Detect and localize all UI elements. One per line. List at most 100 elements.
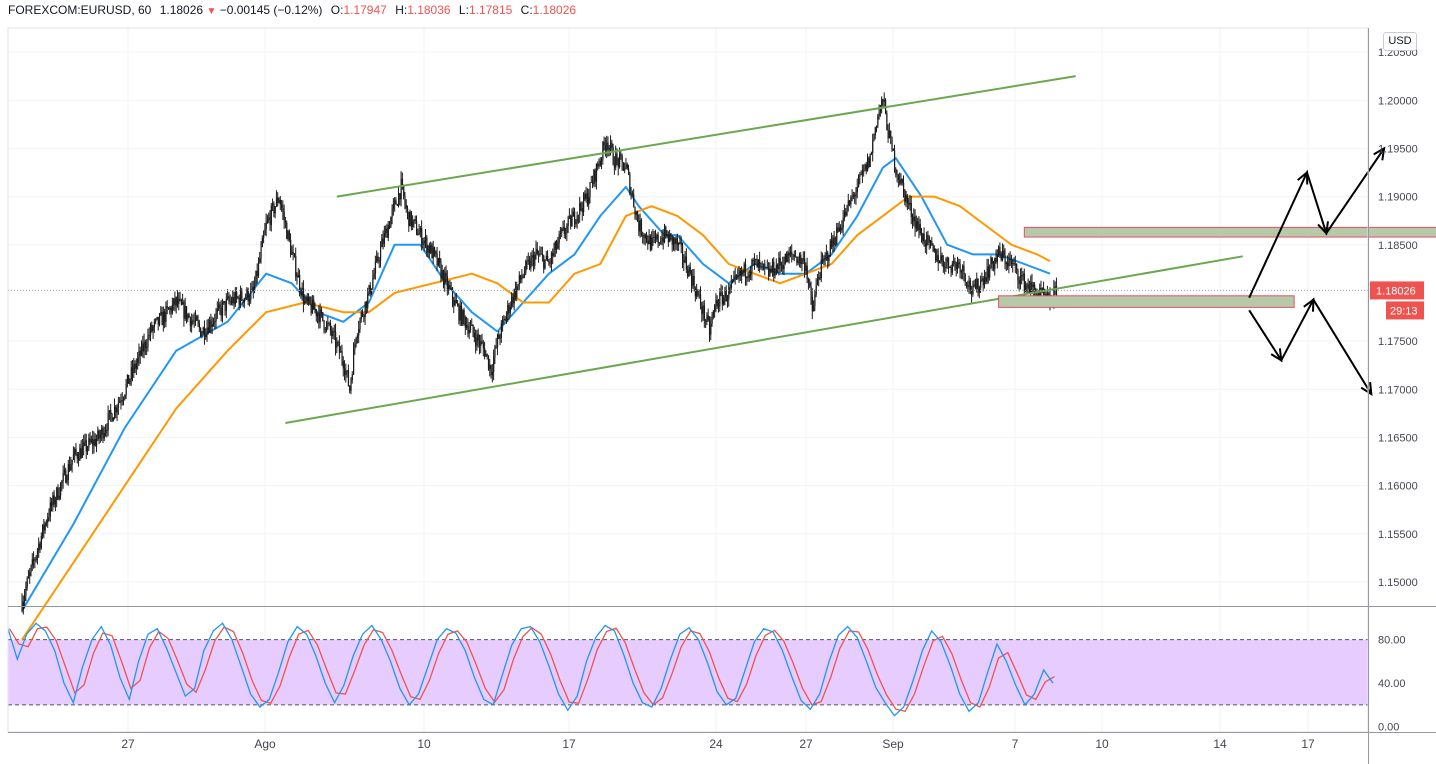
candle-body — [851, 196, 853, 198]
candle-body — [117, 402, 120, 409]
oscillator-axis[interactable]: 80.00 40.00 0.00 — [1378, 635, 1406, 734]
candle-body — [734, 275, 736, 277]
bearish-scenario-arrow[interactable] — [1248, 297, 1373, 395]
candle-body — [777, 264, 779, 269]
support-zone[interactable] — [998, 295, 1295, 308]
candle-body — [237, 297, 239, 299]
candle-body — [905, 195, 907, 202]
candle-body — [311, 299, 314, 313]
time-tick-label: 10 — [1095, 737, 1109, 751]
channel-upper-line[interactable] — [336, 75, 1076, 198]
candle-body — [752, 259, 754, 262]
bullish-scenario-arrow[interactable] — [1248, 147, 1385, 299]
candle-body — [1005, 262, 1008, 265]
candle-body — [88, 438, 90, 448]
candle-body — [102, 428, 104, 439]
candle-body — [549, 263, 551, 264]
candle-body — [121, 400, 123, 402]
candle-body — [638, 220, 640, 232]
candle-body — [111, 413, 113, 422]
price-tick-label: 1.19000 — [1378, 192, 1418, 204]
candle-body — [768, 267, 770, 276]
candle-body — [579, 203, 581, 215]
candle-body — [658, 242, 661, 244]
candle-body — [594, 170, 596, 182]
candle-body — [441, 270, 443, 279]
osc-tick-label: 0.00 — [1378, 722, 1399, 734]
candle-body — [507, 305, 509, 315]
candle-body — [757, 260, 760, 268]
candle-body — [499, 338, 501, 339]
candle-body — [1032, 284, 1034, 287]
candle-body — [714, 305, 716, 312]
candle-body — [25, 587, 27, 596]
time-axis[interactable]: 27 Ago 10 17 24 27 Sep 7 10 14 17 — [121, 737, 1315, 751]
candle-body — [773, 261, 775, 276]
candle-body — [153, 321, 156, 328]
candle-body — [956, 262, 959, 269]
price-tick-label: 1.17500 — [1378, 336, 1418, 348]
candle-body — [642, 235, 644, 237]
candle-body — [67, 464, 69, 480]
candle-body — [333, 331, 335, 332]
candle-body — [872, 140, 874, 153]
candle-body — [697, 290, 699, 296]
candle-body — [239, 291, 242, 305]
candle-body — [910, 202, 912, 218]
price-pane[interactable] — [8, 28, 1368, 606]
candle-body — [35, 556, 37, 561]
candle-body — [126, 374, 129, 384]
candle-body — [187, 314, 189, 320]
channel-lower-line[interactable] — [285, 255, 1243, 424]
candle-body — [42, 524, 44, 537]
symbol-label[interactable]: FOREXCOM:EURUSD, 60 — [8, 3, 152, 17]
candle-body — [387, 225, 389, 238]
candle-body — [355, 337, 357, 345]
candle-body — [882, 99, 884, 102]
candle-body — [661, 237, 663, 244]
candle-body — [699, 294, 702, 307]
resistance-zone[interactable] — [1023, 226, 1436, 238]
candle-body — [886, 112, 888, 130]
chart-frame — [7, 27, 1436, 764]
candle-body — [341, 351, 343, 361]
candle-body — [151, 324, 153, 332]
candle-body — [554, 241, 556, 251]
candle-body — [278, 199, 280, 203]
osc-tick-label: 40.00 — [1378, 678, 1406, 690]
candle-body — [521, 277, 523, 280]
candle-body — [570, 215, 572, 227]
candle-body — [879, 105, 882, 113]
candle-body — [724, 290, 726, 298]
candle-body — [155, 319, 157, 322]
candle-body — [868, 157, 870, 167]
candle-body — [522, 275, 524, 278]
last-price-tag-label: 1.18026 — [1376, 285, 1416, 297]
candle-body — [332, 331, 334, 336]
candle-body — [545, 255, 547, 260]
candle-body — [928, 236, 930, 243]
candle-body — [1003, 250, 1005, 256]
candle-body — [915, 221, 918, 229]
candle-body — [595, 164, 598, 182]
down-arrow-icon: ▼ — [206, 6, 217, 17]
drawings-layer[interactable] — [8, 75, 1436, 424]
candle-body — [612, 147, 614, 165]
candle-body — [260, 247, 262, 259]
candle-body — [858, 176, 860, 187]
candle-body — [360, 312, 362, 319]
candle-body — [571, 216, 573, 227]
candle-body — [802, 258, 804, 261]
candle-body — [197, 320, 199, 324]
currency-button[interactable]: USD — [1383, 32, 1417, 51]
candle-body — [101, 428, 103, 435]
candle-body — [842, 218, 844, 228]
price-axis[interactable]: 1.205001.200001.195001.190001.185001.175… — [1370, 47, 1424, 589]
candle-body — [637, 212, 639, 221]
candle-body — [173, 298, 175, 305]
candle-body — [900, 178, 902, 184]
candle-body — [690, 273, 693, 286]
candle-body — [520, 275, 522, 280]
candle-body — [946, 257, 948, 263]
